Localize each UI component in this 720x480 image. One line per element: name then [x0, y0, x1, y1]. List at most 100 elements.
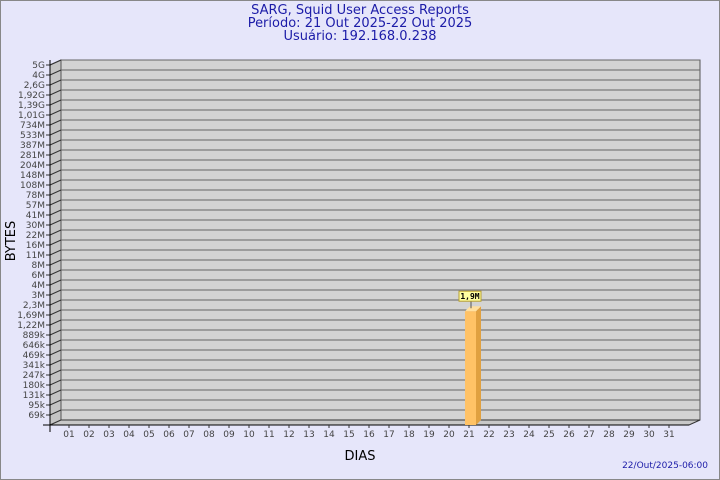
y-tick-label: 533M	[20, 131, 45, 141]
y-tick-depth	[49, 269, 62, 276]
y-tick-label: 1,22M	[17, 321, 45, 331]
y-tick-label: 22M	[26, 231, 45, 241]
x-tick-label: 28	[603, 430, 615, 440]
x-tick-label: 09	[223, 430, 235, 440]
x-tick-label: 02	[83, 430, 94, 440]
x-tick-label: 31	[663, 430, 674, 440]
y-axis-label: BYTES	[4, 221, 19, 262]
y-tick-label: 1,39G	[18, 101, 45, 111]
y-tick-label: 889k	[23, 331, 46, 341]
y-tick-depth	[49, 249, 62, 256]
y-tick-label: 2,3M	[23, 301, 45, 311]
y-tick-label: 204M	[20, 161, 45, 171]
y-tick-depth	[49, 169, 62, 176]
chart-user: Usuário: 192.168.0.238	[283, 29, 437, 44]
x-tick-label: 30	[643, 430, 655, 440]
y-tick-depth	[49, 289, 62, 296]
x-tick-label: 24	[523, 430, 535, 440]
y-tick-label: 6M	[32, 271, 46, 281]
y-tick-label: 4M	[32, 281, 46, 291]
y-tick-label: 16M	[26, 241, 45, 251]
chart-period: Período: 21 Out 2025-22 Out 2025	[247, 16, 473, 31]
y-tick-depth	[49, 329, 62, 336]
x-tick-label: 14	[323, 430, 335, 440]
x-tick-label: 17	[383, 430, 394, 440]
y-tick-label: 1,92G	[18, 91, 45, 101]
x-tick-label: 13	[303, 430, 314, 440]
x-tick-label: 27	[583, 430, 594, 440]
y-tick-depth	[49, 359, 62, 366]
plot-floor	[49, 419, 701, 426]
x-tick-label: 22	[483, 430, 494, 440]
y-tick-label: 469k	[23, 351, 46, 361]
y-tick-depth	[49, 149, 62, 156]
y-tick-label: 3M	[32, 291, 46, 301]
y-tick-label: 57M	[26, 201, 45, 211]
y-tick-label: 5G	[32, 61, 45, 71]
x-tick-label: 23	[503, 430, 514, 440]
y-tick-label: 148M	[20, 171, 45, 181]
data-label-box	[458, 290, 482, 302]
y-tick-depth	[49, 69, 62, 76]
y-tick-label: 95k	[28, 401, 45, 411]
y-tick-label: 281M	[20, 151, 45, 161]
x-tick-label: 26	[563, 430, 575, 440]
x-tick-label: 18	[403, 430, 415, 440]
y-tick-depth	[49, 349, 62, 356]
y-tick-depth	[49, 139, 62, 146]
x-tick-label: 11	[263, 430, 274, 440]
x-tick-label: 19	[423, 430, 435, 440]
y-tick-label: 131k	[23, 391, 46, 401]
y-tick-label: 8M	[32, 261, 46, 271]
y-tick-depth	[49, 399, 62, 406]
y-tick-depth	[49, 389, 62, 396]
x-tick-label: 21	[463, 430, 474, 440]
y-tick-depth	[49, 229, 62, 236]
x-axis-label: DIAS	[345, 449, 376, 464]
y-tick-depth	[49, 369, 62, 376]
y-tick-label: 646k	[23, 341, 46, 351]
y-tick-depth	[49, 299, 62, 306]
y-tick-depth	[49, 219, 62, 226]
bar-side-21	[476, 306, 481, 425]
x-tick-label: 12	[283, 430, 294, 440]
y-tick-depth	[49, 89, 62, 96]
x-tick-label: 05	[143, 430, 154, 440]
y-tick-label: 387M	[20, 141, 45, 151]
y-tick-depth	[49, 259, 62, 266]
y-tick-depth	[49, 239, 62, 246]
y-tick-depth	[49, 209, 62, 216]
y-tick-label: 108M	[20, 181, 45, 191]
y-tick-label: 1,69M	[17, 311, 45, 321]
y-tick-depth	[49, 59, 62, 66]
y-tick-depth	[49, 279, 62, 286]
y-tick-label: 30M	[26, 221, 45, 231]
y-tick-label: 78M	[26, 191, 45, 201]
x-tick-label: 01	[63, 430, 74, 440]
y-tick-label: 2,6G	[24, 81, 45, 91]
y-tick-label: 341k	[23, 361, 46, 371]
x-tick-label: 03	[103, 430, 114, 440]
x-tick-label: 07	[183, 430, 194, 440]
y-tick-depth	[49, 319, 62, 326]
x-tick-label: 04	[123, 430, 135, 440]
data-label: 1,9M	[460, 292, 479, 301]
y-tick-depth	[49, 119, 62, 126]
x-tick-label: 10	[243, 430, 255, 440]
x-tick-label: 08	[203, 430, 215, 440]
y-tick-label: 180k	[23, 381, 46, 391]
y-tick-label: 41M	[26, 211, 45, 221]
x-tick-label: 16	[363, 430, 375, 440]
x-tick-label: 29	[623, 430, 635, 440]
y-tick-depth	[49, 189, 62, 196]
y-tick-label: 1,01G	[18, 111, 45, 121]
y-tick-depth	[49, 109, 62, 116]
y-tick-depth	[49, 99, 62, 106]
y-tick-depth	[49, 379, 62, 386]
x-tick-label: 25	[543, 430, 554, 440]
y-tick-depth	[49, 199, 62, 206]
y-tick-depth	[49, 129, 62, 136]
y-tick-depth	[49, 339, 62, 346]
bar-21	[465, 311, 476, 425]
